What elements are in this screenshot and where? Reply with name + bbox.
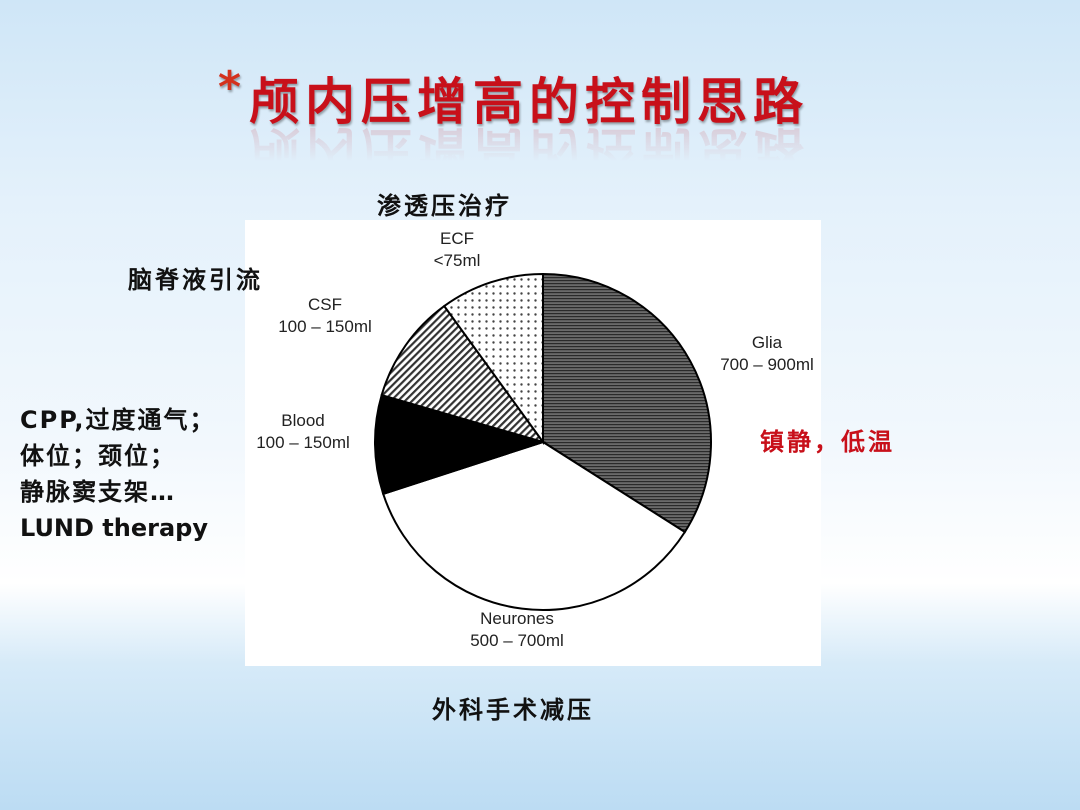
pie-slice-csf <box>380 304 546 444</box>
annotation-surgical-decompression: 外科手术减压 <box>432 696 594 724</box>
annotation-line: 静脉窦支架… <box>20 478 176 506</box>
annotation-line: CPP,过度通气； <box>20 406 216 434</box>
pie-slice-ecf <box>442 272 544 446</box>
slice-name-label: Glia <box>752 333 783 352</box>
pie-chart: Glia 700 – 900ml Neurones 500 – 700ml Blood 1… <box>256 229 814 650</box>
slice-range-label: 500 – 700ml <box>470 631 564 650</box>
slice-range-label: 100 – 150ml <box>256 433 350 452</box>
pie-slice-neurones <box>381 440 687 611</box>
slice-name-label: CSF <box>308 295 342 314</box>
annotation-left-list: CPP,过度通气； 体位；颈位； 静脉窦支架… LUND therapy <box>20 402 216 546</box>
chart-panel: Glia 700 – 900ml Neurones 500 – 700ml Blood 1… <box>245 220 821 666</box>
slide-title: *颅内压增高的控制思路 <box>218 62 809 134</box>
slice-range-label: <75ml <box>434 251 481 270</box>
annotation-csf-drainage: 脑脊液引流 <box>128 266 263 294</box>
slice-name-label: Blood <box>281 411 324 430</box>
annotation-line: 体位；颈位； <box>20 442 176 470</box>
annotation-line: LUND therapy <box>20 514 208 542</box>
slice-range-label: 100 – 150ml <box>278 317 372 336</box>
title-text: 颅内压增高的控制思路 <box>249 73 810 131</box>
slice-range-label: 700 – 900ml <box>720 355 814 374</box>
annotation-osmotic-therapy: 渗透压治疗 <box>377 192 512 220</box>
title-star: * <box>218 62 248 113</box>
annotation-sedation-hypothermia: 镇静，低温 <box>760 428 895 456</box>
slice-name-label: ECF <box>440 229 474 248</box>
slice-name-label: Neurones <box>480 609 554 628</box>
pie-slice-blood <box>374 393 547 496</box>
